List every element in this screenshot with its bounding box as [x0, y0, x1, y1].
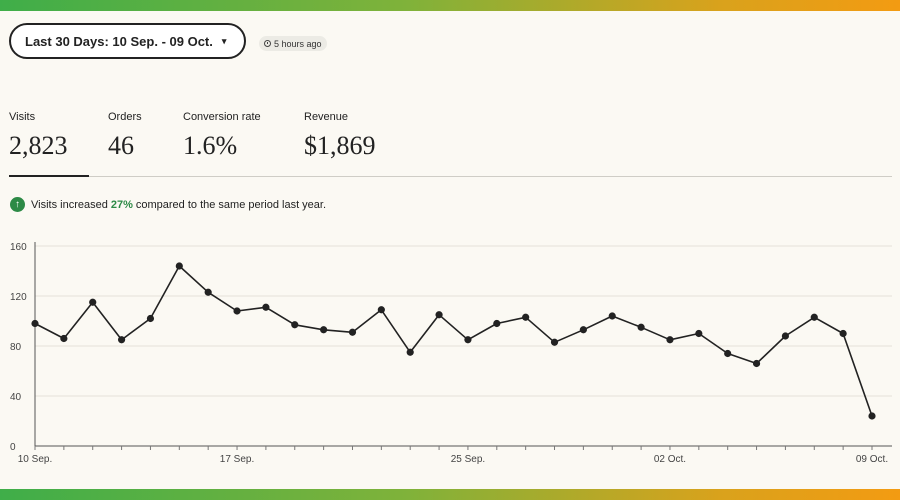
notice-suffix: compared to the same period last year.	[135, 198, 327, 211]
date-range-label: Last 30 Days: 10 Sep. - 09 Oct.	[25, 33, 213, 49]
data-point	[233, 307, 241, 315]
data-point	[695, 329, 703, 338]
stat-revenue[interactable]: Revenue $1,869	[304, 111, 376, 159]
stat-value: $1,869	[304, 131, 376, 160]
data-point	[146, 314, 155, 323]
data-point	[724, 349, 732, 358]
date-range-dropdown[interactable]: Last 30 Days: 10 Sep. - 09 Oct. ▾	[9, 23, 246, 59]
data-point	[204, 288, 212, 296]
stat-value: 46	[108, 131, 134, 160]
data-point	[262, 303, 270, 311]
stat-label: Visits	[9, 111, 36, 123]
data-point	[868, 412, 876, 420]
data-point	[752, 359, 761, 368]
stat-label: Revenue	[304, 111, 349, 123]
notice-prefix: Visits increased	[31, 198, 108, 211]
data-point	[579, 326, 587, 334]
data-point	[175, 262, 183, 270]
data-point	[464, 336, 472, 344]
stat-value: 2,823	[9, 131, 68, 160]
data-point	[608, 312, 616, 320]
bottom-gradient-bar	[0, 489, 900, 500]
data-point	[291, 321, 299, 329]
data-point	[810, 313, 818, 321]
x-tick-label: 09 Oct.	[856, 454, 888, 465]
data-point	[435, 311, 443, 319]
notice-percent: 27%	[110, 198, 133, 211]
data-point	[377, 306, 385, 314]
series-line-visits	[34, 265, 873, 417]
y-tick-label: 120	[10, 292, 27, 303]
active-stat-indicator	[9, 175, 89, 177]
data-point	[406, 348, 414, 356]
stat-orders[interactable]: Orders 46	[108, 111, 142, 159]
stat-label: Conversion rate	[183, 111, 261, 123]
data-point	[31, 319, 39, 328]
y-tick-label: 80	[10, 342, 22, 353]
y-tick-label: 40	[10, 392, 22, 403]
data-point	[666, 336, 674, 344]
stats-divider	[9, 176, 892, 177]
last-updated-badge: 5 hours ago	[259, 36, 327, 51]
visits-notice: ↑ Visits increased 27% compared to the s…	[10, 197, 326, 212]
clock-icon	[264, 40, 271, 47]
data-point	[320, 326, 328, 334]
stat-label: Orders	[108, 111, 142, 123]
x-tick-label: 17 Sep.	[220, 454, 254, 465]
arrow-up-icon: ↑	[10, 197, 25, 212]
last-updated-label: 5 hours ago	[274, 38, 322, 49]
data-point	[493, 319, 501, 328]
x-tick-label: 25 Sep.	[451, 454, 485, 465]
data-point	[60, 334, 68, 343]
y-tick-label: 160	[10, 242, 27, 253]
stat-value: 1.6%	[183, 131, 238, 160]
stat-conversion-rate[interactable]: Conversion rate 1.6%	[183, 111, 261, 159]
data-point	[550, 338, 559, 346]
data-point	[839, 329, 847, 338]
chevron-down-icon: ▾	[221, 35, 227, 46]
top-gradient-bar	[0, 0, 900, 11]
data-point	[522, 313, 530, 321]
data-point	[637, 323, 645, 331]
stat-visits[interactable]: Visits 2,823	[9, 111, 68, 159]
data-point	[117, 336, 126, 344]
data-point	[781, 332, 790, 340]
y-tick-label: 0	[10, 442, 16, 453]
x-tick-label: 02 Oct.	[654, 454, 686, 465]
x-tick-label: 10 Sep.	[18, 454, 52, 465]
data-point	[348, 328, 357, 336]
data-point	[89, 298, 97, 306]
